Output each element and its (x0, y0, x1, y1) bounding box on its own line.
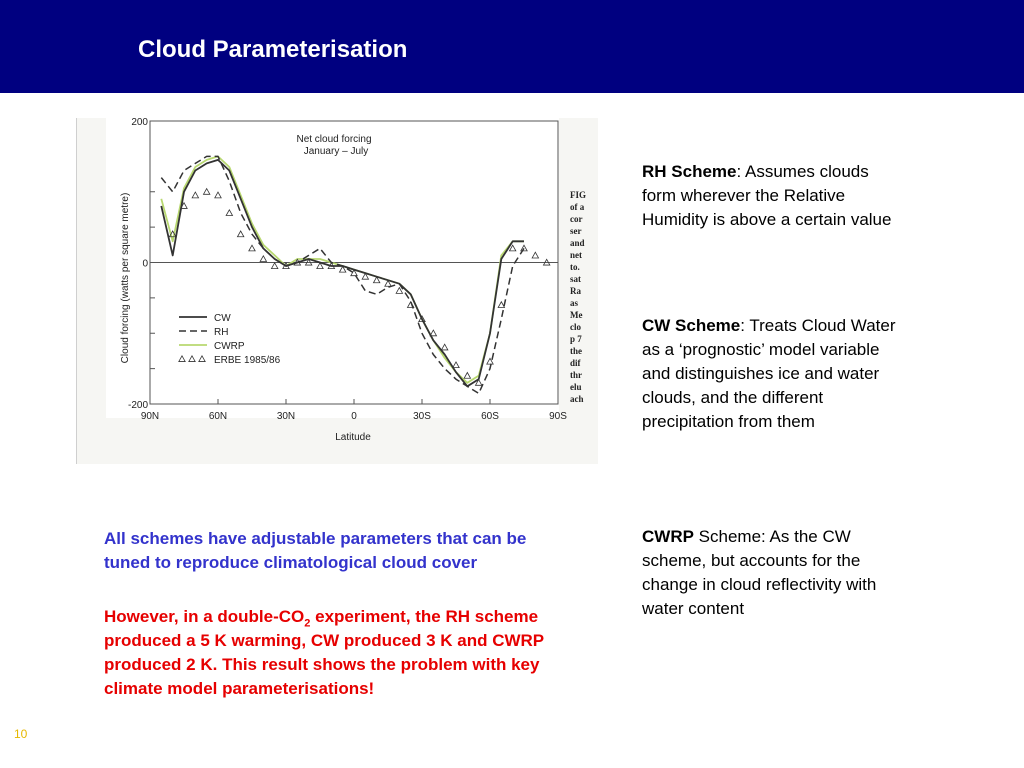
legend: CW RH CWRP ERBE 1985/86 (178, 313, 281, 366)
series-erbe-1985-86-point (542, 258, 551, 266)
caption-fragment-line: cor (570, 214, 583, 224)
caption-fragment-line: thr (570, 370, 582, 380)
caption-fragment-line: Ra (570, 286, 581, 296)
double-co2-note: However, in a double-CO2 experiment, the… (104, 605, 564, 701)
series-erbe-1985-86-point (316, 262, 324, 269)
legend-erbe-1985-86-label: ERBE 1985/86 (214, 355, 281, 366)
series-erbe-1985-86-point (497, 300, 506, 308)
series-erbe-1985-86-point (384, 279, 392, 287)
series-erbe-1985-86-point (372, 276, 381, 284)
figure-caption-fragment: FIG of a cor ser and net to. sat Ra as Me clo p 7 the… (570, 190, 586, 404)
series-erbe-1985-86-point (214, 191, 222, 199)
legend-cw-label: CW (214, 313, 231, 324)
rh-scheme-description: RH Scheme: Assumes clouds form wherever … (642, 160, 904, 232)
plot-paper (106, 118, 559, 418)
y-axis-label: Cloud forcing (watts per square metre) (120, 193, 131, 364)
cwrp-scheme-term: CWRP (642, 527, 694, 546)
caption-fragment-line: p 7 (570, 334, 582, 344)
figure-title-line1: Net cloud forcing (296, 134, 371, 145)
cloud-forcing-chart: 90N 60N 30N 0 30S 60S 90S 200 0 -200 Net cloud fo… (76, 118, 598, 464)
series-erbe-1985-86-point (474, 378, 483, 386)
caption-fragment-line: elu (570, 382, 582, 392)
caption-fragment-line: and (570, 238, 585, 248)
series-erbe-1985-86-point (486, 357, 494, 365)
caption-fragment-line: ach (570, 394, 584, 404)
co2-subscript: 2 (304, 617, 311, 630)
series-erbe-1985-86-point (202, 187, 211, 195)
rh-scheme-term: RH Scheme (642, 162, 737, 181)
series-erbe-1985-86-point (191, 191, 200, 199)
legend-erbe-1985-86-marker (198, 354, 206, 362)
x-axis-label: Latitude (335, 432, 371, 443)
rh-scheme-text: : Assumes clouds form wherever the Relat… (642, 162, 892, 229)
x-tick-label: 0 (351, 411, 357, 422)
caption-fragment-line: dif (570, 358, 582, 368)
slide-title: Cloud Parameterisation (138, 36, 408, 63)
series-erbe-1985-86-point (418, 315, 426, 323)
series-erbe-1985-86-point (270, 262, 279, 269)
caption-fragment-line: of a (570, 202, 585, 212)
series-erbe-1985-86-point (395, 286, 404, 294)
legend-erbe-1985-86-marker (178, 354, 186, 362)
y-tick-label: 200 (131, 118, 148, 128)
caption-fragment-line: net (570, 250, 582, 260)
cwrp-scheme-text: Scheme: As the CW scheme, but accounts f… (642, 527, 877, 618)
x-tick-label: 60S (481, 411, 499, 422)
double-co2-note-start: However, in a double-CO (104, 607, 305, 626)
axes: 90N 60N 30N 0 30S 60S 90S 200 0 -200 (128, 118, 567, 422)
series-erbe-1985-86-point (463, 371, 472, 379)
x-tick-label: 90S (549, 411, 567, 422)
x-tick-label: 30S (413, 411, 431, 422)
cwrp-scheme-description: CWRP Scheme: As the CW scheme, but accou… (642, 525, 904, 621)
caption-fragment-line: Me (570, 310, 583, 320)
legend-erbe-1985-86-marker (188, 354, 196, 362)
legend-rh-label: RH (214, 327, 228, 338)
x-tick-label: 90N (141, 411, 159, 422)
caption-fragment-line: clo (570, 322, 581, 332)
caption-fragment-line: as (570, 298, 579, 308)
y-tick-label: 0 (142, 259, 148, 270)
cw-scheme-term: CW Scheme (642, 316, 741, 335)
legend-cwrp-label: CWRP (214, 341, 245, 352)
series-erbe-1985-86-point (304, 258, 313, 266)
double-co2-note-end: experiment, the RH scheme produced a 5 K… (104, 607, 544, 698)
caption-fragment-line: sat (570, 274, 581, 284)
series-erbe-1985-86-point (452, 361, 460, 369)
cw-scheme-text: : Treats Cloud Water as a ‘prognostic’ m… (642, 316, 896, 431)
series-erbe-1985-86-point (440, 343, 449, 351)
series-erbe-1985-86-point (236, 230, 245, 238)
title-bar: Cloud Parameterisation (0, 0, 1024, 93)
series-erbe-1985-86-point (225, 208, 234, 216)
tuning-note: All schemes have adjustable parameters t… (104, 529, 527, 572)
series-layer (160, 155, 551, 395)
caption-fragment-line: FIG (570, 190, 586, 200)
series-erbe-1985-86-point (520, 244, 528, 252)
caption-fragment-line: the (570, 346, 582, 356)
y-tick-label: -200 (128, 400, 148, 411)
cw-scheme-description: CW Scheme: Treats Cloud Water as a ‘prog… (642, 314, 904, 434)
x-tick-label: 30N (277, 411, 295, 422)
page-number: 10 (14, 727, 28, 741)
caption-fragment-line: ser (570, 226, 582, 236)
series-erbe-1985-86-point (429, 329, 438, 337)
series-erbe-1985-86-point (248, 244, 256, 252)
figure-title-line2: January – July (304, 146, 368, 157)
series-erbe-1985-86-point (531, 251, 540, 259)
cloud-forcing-figure: 90N 60N 30N 0 30S 60S 90S 200 0 -200 Net cloud fo… (76, 118, 598, 464)
series-erbe-1985-86-point (168, 230, 177, 238)
series-erbe-1985-86-point (508, 244, 517, 252)
series-cw-line (160, 159, 524, 388)
caption-fragment-line: to. (570, 262, 580, 272)
series-erbe-1985-86-point (338, 265, 347, 273)
series-erbe-1985-86-point (259, 254, 268, 262)
x-tick-label: 60N (209, 411, 227, 422)
series-erbe-1985-86-point (361, 272, 370, 280)
